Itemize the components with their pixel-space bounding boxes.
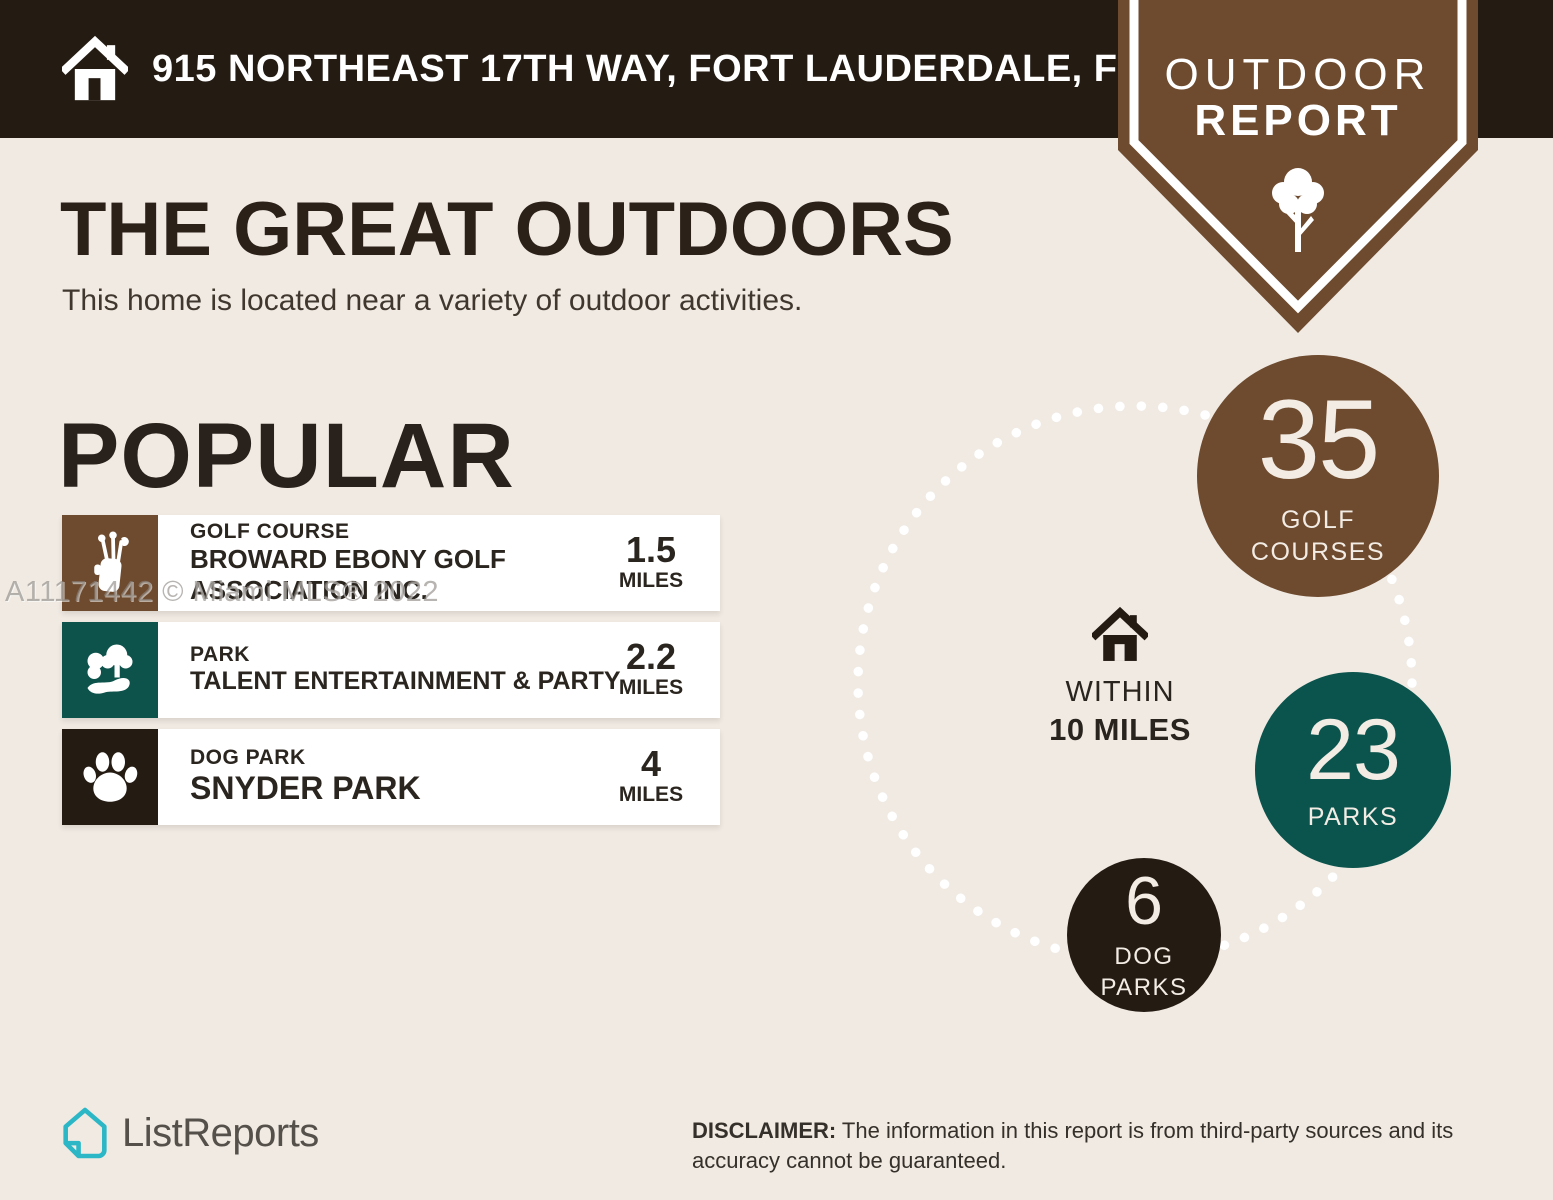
- disclaimer-text: The information in this report is from t…: [692, 1118, 1454, 1174]
- golf-courses-label: GOLF COURSES: [1250, 505, 1386, 567]
- list-item-card: PARK TALENT ENTERTAINMENT & PARTY 2.2 MI…: [158, 622, 720, 718]
- distance-unit: MILES: [618, 569, 684, 593]
- place-name: SNYDER PARK: [190, 770, 421, 807]
- within-radius-label: WITHIN 10 MILES: [1020, 606, 1220, 748]
- list-item-dog-park: DOG PARK SNYDER PARK 4 MILES: [62, 729, 720, 825]
- golf-bag-icon: [62, 515, 158, 611]
- dog-parks-label: DOG PARKS: [1100, 942, 1188, 1001]
- radius-dotted-ring: [853, 401, 1417, 965]
- ribbon-title-line2: REPORT: [1194, 96, 1402, 145]
- category-label: GOLF COURSE: [190, 520, 350, 544]
- distance-unit: MILES: [618, 676, 684, 700]
- outdoor-report-ribbon: OUTDOOR REPORT: [1108, 0, 1488, 348]
- popular-heading: POPULAR: [58, 405, 515, 507]
- ribbon-shape: [1118, 0, 1478, 333]
- listreports-logo: ListReports: [62, 1106, 319, 1160]
- home-icon: [62, 35, 128, 101]
- dog-parks-count: 6: [1125, 862, 1163, 939]
- distance-value: 1.5: [625, 529, 677, 571]
- paw-icon: [62, 729, 158, 825]
- stat-circle-golf-courses: 35 GOLF COURSES: [1197, 355, 1439, 597]
- disclaimer-label: DISCLAIMER:: [692, 1118, 837, 1143]
- category-label: DOG PARK: [190, 746, 306, 770]
- within-text: WITHIN: [1065, 676, 1175, 708]
- distance: 1.5 MILES: [596, 515, 706, 611]
- list-item-card: GOLF COURSE BROWARD EBONY GOLF ASSOCIATI…: [158, 515, 720, 611]
- category-label: PARK: [190, 643, 250, 667]
- property-address: 915 NORTHEAST 17TH WAY, FORT LAUDERDALE,…: [152, 47, 1260, 90]
- page-subtitle: This home is located near a variety of o…: [62, 284, 803, 317]
- listreports-logo-icon: [63, 1107, 107, 1159]
- list-item-card: DOG PARK SNYDER PARK 4 MILES: [158, 729, 720, 825]
- list-item-park: PARK TALENT ENTERTAINMENT & PARTY 2.2 MI…: [62, 622, 720, 718]
- home-icon-small: [1092, 606, 1148, 661]
- listreports-logo-text: ListReports: [122, 1110, 319, 1155]
- page-title: THE GREAT OUTDOORS: [60, 187, 954, 272]
- popular-list: GOLF COURSE BROWARD EBONY GOLF ASSOCIATI…: [62, 515, 720, 825]
- parks-label: PARKS: [1307, 802, 1399, 831]
- stat-circle-dog-parks: 6 DOG PARKS: [1067, 858, 1221, 1012]
- tree-icon: [1272, 168, 1324, 252]
- distance: 4 MILES: [596, 729, 706, 825]
- golf-courses-count: 35: [1257, 376, 1381, 502]
- list-item-golf-course: GOLF COURSE BROWARD EBONY GOLF ASSOCIATI…: [62, 515, 720, 611]
- stat-circle-parks: 23 PARKS: [1255, 672, 1451, 868]
- park-icon: [62, 622, 158, 718]
- distance-value: 4: [640, 743, 662, 785]
- distance: 2.2 MILES: [596, 622, 706, 718]
- place-name: TALENT ENTERTAINMENT & PARTY: [190, 667, 621, 696]
- within-miles: 10 MILES: [1049, 712, 1191, 747]
- distance-unit: MILES: [618, 783, 684, 807]
- place-name: BROWARD EBONY GOLF ASSOCIATION INC.: [190, 544, 506, 605]
- mls-watermark: A11171442 © Miami MLS® 2022: [5, 576, 439, 608]
- parks-count: 23: [1306, 701, 1401, 798]
- disclaimer: DISCLAIMER: The information in this repo…: [692, 1116, 1492, 1177]
- ribbon-title-line1: OUTDOOR: [1164, 50, 1432, 99]
- distance-value: 2.2: [625, 636, 677, 678]
